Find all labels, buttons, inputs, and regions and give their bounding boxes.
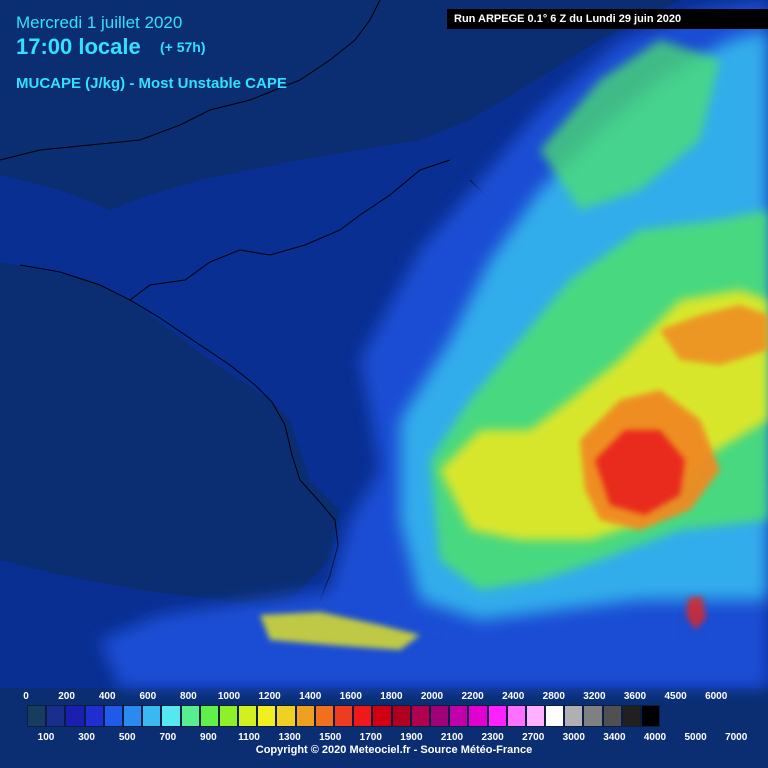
legend-top-label: 2200 xyxy=(461,691,484,702)
legend-swatch xyxy=(218,705,239,727)
legend-swatch xyxy=(583,705,603,727)
legend-swatch xyxy=(602,705,622,727)
legend-top-label: 1800 xyxy=(380,691,403,702)
legend-swatch xyxy=(468,705,488,727)
legend-bottom-label: 900 xyxy=(200,732,217,743)
legend-swatch xyxy=(641,705,661,727)
legend-swatch xyxy=(525,705,546,727)
legend-swatch xyxy=(257,705,277,727)
legend-swatch xyxy=(429,705,450,727)
color-legend: 0 200 400 600 800 1000 1200 1400 1600 1800 2000 220… xyxy=(0,688,768,768)
france-coastline xyxy=(19,264,339,613)
legend-top-label: 1000 xyxy=(217,691,241,702)
legend-swatch xyxy=(238,705,258,727)
legend-swatch xyxy=(391,705,411,727)
legend-top-label: 200 xyxy=(58,691,75,702)
legend-top-label: 2000 xyxy=(420,691,444,702)
legend-bottom-label: 1900 xyxy=(400,732,423,743)
legend-swatch xyxy=(180,705,200,727)
legend-top-label: 600 xyxy=(139,691,157,702)
legend-swatch xyxy=(84,705,104,727)
legend-bottom-label: 700 xyxy=(159,732,177,743)
channel-coast xyxy=(129,159,451,301)
copyright-text: Copyright © 2020 Meteociel.fr - Source M… xyxy=(255,744,533,756)
legend-swatch xyxy=(27,705,47,727)
legend-top-label: 400 xyxy=(98,691,116,702)
legend-bottom-label: 100 xyxy=(37,732,55,743)
forecast-date: Mercredi 1 juillet 2020 xyxy=(16,13,183,32)
legend-bottom-label: 2100 xyxy=(440,732,464,743)
legend-swatch xyxy=(295,705,315,727)
legend-swatch xyxy=(103,705,123,727)
legend-bottom-label: 300 xyxy=(78,732,95,743)
legend-top-label: 4500 xyxy=(664,691,687,702)
legend-top-label: 1200 xyxy=(258,691,281,702)
legend-swatch xyxy=(334,705,354,727)
legend-swatch xyxy=(621,705,641,727)
parameter-title: MUCAPE (J/kg) - Most Unstable CAPE xyxy=(16,75,287,92)
legend-top-label: 800 xyxy=(180,691,197,702)
cape-orange-ne xyxy=(660,305,768,365)
legend-swatch xyxy=(353,705,373,727)
legend-top-label: 1400 xyxy=(299,691,322,702)
legend-swatch xyxy=(506,705,526,727)
legend-top-label: 3200 xyxy=(583,691,606,702)
legend-swatch xyxy=(449,705,469,727)
run-label: Run ARPEGE 0.1° 6 Z du Lundi 29 juin 202… xyxy=(447,9,768,29)
legend-swatch xyxy=(314,705,334,727)
legend-swatch xyxy=(410,705,430,727)
legend-bottom-label: 500 xyxy=(118,732,136,743)
legend-bottom-label: 1700 xyxy=(359,732,382,743)
legend-bottom-label: 2300 xyxy=(481,732,504,743)
legend-swatch xyxy=(142,705,162,727)
cape-green-north xyxy=(540,40,720,210)
legend-swatch xyxy=(161,705,181,727)
cape-corsica xyxy=(686,596,706,630)
legend-swatch xyxy=(372,705,392,727)
legend-top-label: 1600 xyxy=(339,691,362,702)
cape-red xyxy=(595,430,685,515)
legend-swatches xyxy=(27,705,661,727)
legend-swatch xyxy=(122,705,143,727)
legend-bottom-label: 2700 xyxy=(522,732,545,743)
legend-bottom-label: 1100 xyxy=(238,732,260,743)
legend-swatch xyxy=(46,705,66,727)
legend-swatch xyxy=(199,705,219,727)
legend-swatch xyxy=(564,705,584,727)
legend-top-label: 2400 xyxy=(502,691,525,702)
cape-field xyxy=(100,0,768,688)
legend-bottom-label: 1500 xyxy=(319,732,342,743)
legend-top-label: 3600 xyxy=(623,691,647,702)
legend-top-label: 2800 xyxy=(542,691,565,702)
england-coast xyxy=(0,0,381,161)
legend-bottom-label: 7000 xyxy=(725,732,748,743)
legend-top-label: 6000 xyxy=(705,691,728,702)
legend-bottom-label: 3400 xyxy=(603,732,626,743)
legend-swatch xyxy=(65,705,85,727)
legend-top-label: 0 xyxy=(23,691,29,702)
legend-bottom-label: 5000 xyxy=(684,732,707,743)
legend-swatch xyxy=(487,705,507,727)
cape-pyrenees xyxy=(260,612,420,650)
forecast-time: 17:00 locale xyxy=(16,34,141,59)
legend-bottom-label: 1300 xyxy=(278,732,301,743)
lead-time: (+ 57h) xyxy=(160,39,206,55)
legend-bottom-label: 3000 xyxy=(562,732,585,743)
legend-bottom-label: 4000 xyxy=(643,732,667,743)
legend-swatch xyxy=(545,705,565,727)
legend-swatch xyxy=(276,705,296,727)
